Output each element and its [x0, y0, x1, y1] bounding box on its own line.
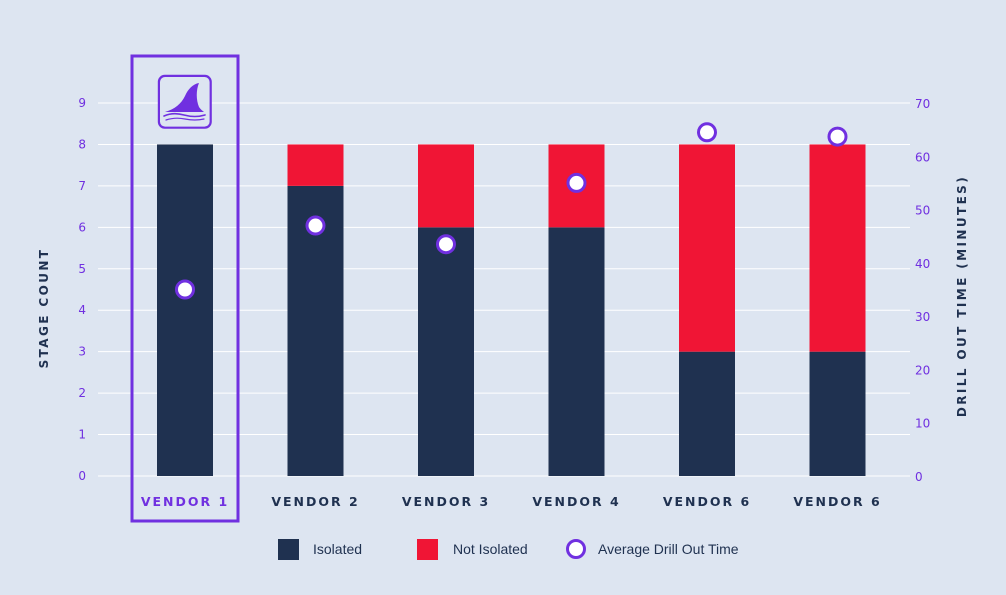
- left-tick-label: 1: [78, 428, 86, 442]
- bar-isolated: [548, 227, 605, 476]
- tick-labels: 0 1 2 3 4 5 6 7 8 9 0 10 20 30 40 50 60 70: [78, 96, 930, 484]
- bar-isolated: [679, 351, 735, 476]
- bar-isolated: [418, 227, 474, 476]
- drill-time-marker: [175, 279, 195, 300]
- highlight-box: [130, 54, 240, 523]
- legend-swatch-not-isolated: [417, 539, 438, 560]
- category-label: VENDOR 4: [532, 494, 620, 509]
- legend-item-not-isolated: Not Isolated: [417, 539, 528, 560]
- bar-not-isolated: [287, 144, 344, 186]
- right-tick-label: 10: [915, 417, 930, 431]
- bars: [157, 144, 866, 476]
- drill-time-marker: [566, 172, 587, 193]
- right-tick-label: 20: [915, 363, 930, 377]
- bar-not-isolated: [679, 144, 735, 352]
- drill-time-marker: [305, 215, 326, 236]
- wave-line: [165, 117, 205, 121]
- left-tick-label: 3: [78, 345, 86, 359]
- drill-time-marker: [436, 234, 456, 255]
- category-labels: VENDOR 1 VENDOR 2 VENDOR 3 VENDOR 4 VENDOR 6…: [141, 494, 881, 509]
- legend: Isolated Not Isolated Average Drill Out Ti…: [278, 539, 739, 560]
- category-label: VENDOR 3: [402, 494, 490, 509]
- legend-label-drill-time: Average Drill Out Time: [598, 541, 739, 557]
- left-tick-label: 6: [78, 220, 86, 234]
- category-label: VENDOR 6: [793, 494, 881, 509]
- right-tick-label: 70: [915, 97, 930, 111]
- wave-line: [163, 112, 206, 118]
- left-tick-label: 0: [78, 469, 86, 483]
- category-label: VENDOR 2: [271, 494, 359, 509]
- left-axis-title: STAGE COUNT: [37, 248, 51, 369]
- right-tick-label: 40: [915, 257, 930, 271]
- left-tick-label: 2: [78, 386, 86, 400]
- left-tick-label: 8: [78, 137, 86, 151]
- bar-isolated: [157, 144, 213, 476]
- legend-item-drill-time: Average Drill Out Time: [566, 539, 739, 559]
- fin-shape: [165, 83, 204, 112]
- left-tick-label: 9: [78, 96, 86, 110]
- legend-label-isolated: Isolated: [313, 541, 362, 557]
- gridlines: [98, 102, 910, 477]
- bar-isolated: [809, 351, 866, 476]
- right-axis-title: DRILL OUT TIME (MINUTES): [955, 175, 969, 417]
- category-label: VENDOR 6: [663, 494, 751, 509]
- right-tick-label: 50: [915, 204, 930, 218]
- drill-time-markers: [175, 122, 848, 300]
- bar-not-isolated: [809, 144, 866, 352]
- legend-label-not-isolated: Not Isolated: [453, 541, 528, 557]
- left-tick-label: 4: [78, 303, 86, 317]
- highlight-group: [130, 54, 240, 523]
- legend-item-isolated: Isolated: [278, 539, 362, 560]
- drill-time-marker: [827, 126, 848, 147]
- bar-not-isolated: [418, 144, 474, 228]
- right-tick-label: 0: [915, 470, 923, 484]
- right-tick-label: 30: [915, 310, 930, 324]
- legend-swatch-isolated: [278, 539, 299, 560]
- left-tick-label: 7: [78, 179, 86, 193]
- category-label: VENDOR 1: [141, 494, 229, 509]
- shark-fin-logo-icon: [157, 74, 212, 129]
- drill-time-marker: [697, 122, 717, 143]
- right-tick-label: 60: [915, 150, 930, 164]
- legend-marker-drill-time: [566, 539, 586, 559]
- left-tick-label: 5: [78, 262, 86, 276]
